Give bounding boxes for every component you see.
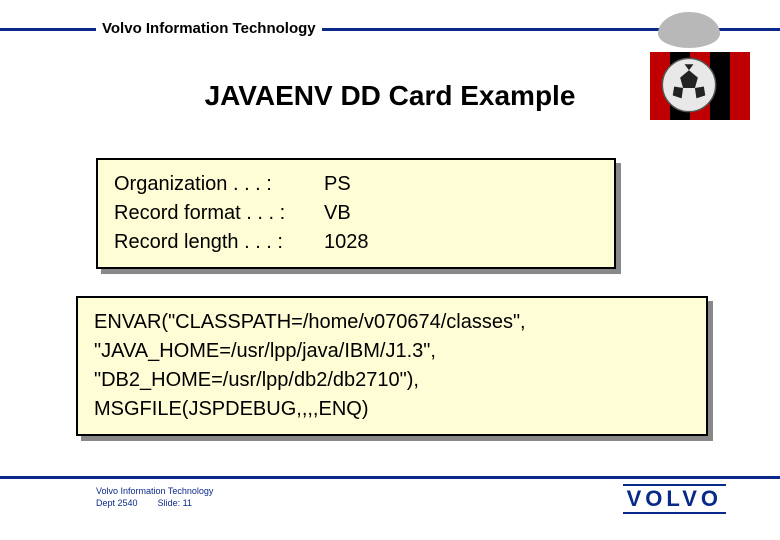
- dataset-attrs-box: Organization . . . : PS Record format . …: [96, 158, 616, 269]
- attr-label: Record format . . . :: [114, 199, 324, 228]
- footer-text: Volvo Information Technology Dept 2540 S…: [96, 486, 213, 509]
- volvo-logo: VOLVO: [623, 484, 726, 514]
- org-label: Volvo Information Technology: [96, 20, 322, 37]
- envar-box: ENVAR("CLASSPATH=/home/v070674/classes",…: [76, 296, 708, 436]
- footer-slide-num: Slide: 11: [158, 498, 192, 508]
- attr-row: Record length . . . : 1028: [114, 228, 598, 257]
- code-line: ENVAR("CLASSPATH=/home/v070674/classes",: [94, 308, 690, 337]
- footer-rule: [0, 476, 780, 479]
- attr-row: Record format . . . : VB: [114, 199, 598, 228]
- code-line: MSGFILE(JSPDEBUG,,,,ENQ): [94, 395, 690, 424]
- attr-label: Record length . . . :: [114, 228, 324, 257]
- footer-dept: Dept 2540: [96, 498, 138, 508]
- attr-value: VB: [324, 199, 351, 228]
- footer: Volvo Information Technology Dept 2540 S…: [0, 476, 780, 520]
- attr-label: Organization . . . :: [114, 170, 324, 199]
- footer-org: Volvo Information Technology: [96, 486, 213, 498]
- attr-value: 1028: [324, 228, 369, 257]
- attr-value: PS: [324, 170, 351, 199]
- logo-backdrop: [658, 12, 720, 48]
- code-line: "DB2_HOME=/usr/lpp/db2/db2710"),: [94, 366, 690, 395]
- slide-title: JAVAENV DD Card Example: [0, 80, 780, 112]
- code-line: "JAVA_HOME=/usr/lpp/java/IBM/J1.3",: [94, 337, 690, 366]
- attr-row: Organization . . . : PS: [114, 170, 598, 199]
